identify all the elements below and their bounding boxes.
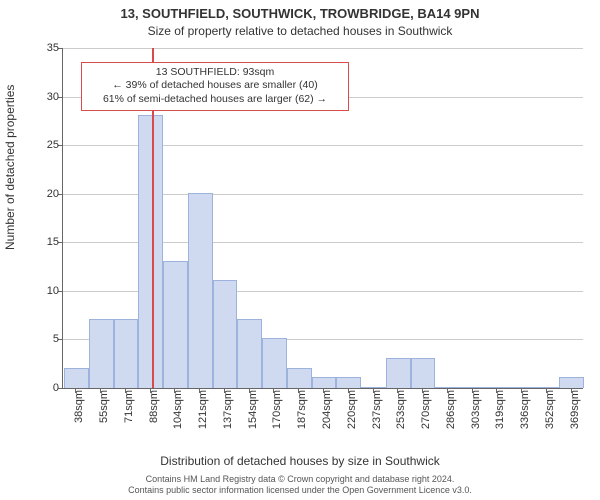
xtick-label: 270sqm <box>420 390 432 429</box>
xtick-label: 303sqm <box>470 390 482 429</box>
chart-title: 13, SOUTHFIELD, SOUTHWICK, TROWBRIDGE, B… <box>0 6 600 21</box>
histogram-bar <box>114 319 139 388</box>
histogram-bar <box>262 338 287 388</box>
xtick-label: 38sqm <box>73 390 85 423</box>
xtick-label: 137sqm <box>222 390 234 429</box>
histogram-bar <box>287 368 312 388</box>
histogram-bar <box>559 377 584 388</box>
histogram-bar <box>411 358 436 388</box>
histogram-bar <box>188 193 213 388</box>
histogram-bar <box>336 377 361 388</box>
footer-line2: Contains public sector information licen… <box>0 485 600 496</box>
xtick-label: 286sqm <box>445 390 457 429</box>
chart-subtitle: Size of property relative to detached ho… <box>0 24 600 38</box>
xtick-label: 220sqm <box>346 390 358 429</box>
xtick-label: 237sqm <box>371 390 383 429</box>
histogram-bar <box>138 115 163 388</box>
ytick-label: 10 <box>29 285 59 297</box>
footer-attribution: Contains HM Land Registry data © Crown c… <box>0 474 600 497</box>
gridline <box>63 48 583 49</box>
xtick-label: 204sqm <box>321 390 333 429</box>
ytick-label: 30 <box>29 91 59 103</box>
ytick-label: 35 <box>29 42 59 54</box>
y-axis-label: Number of detached properties <box>3 85 17 250</box>
annotation-line2: ← 39% of detached houses are smaller (40… <box>88 79 342 93</box>
annotation-line1: 13 SOUTHFIELD: 93sqm <box>88 66 342 80</box>
xtick-label: 170sqm <box>271 390 283 429</box>
ytick-label: 5 <box>29 333 59 345</box>
ytick-label: 25 <box>29 139 59 151</box>
ytick-label: 20 <box>29 188 59 200</box>
x-axis-label: Distribution of detached houses by size … <box>0 454 600 468</box>
xtick-label: 369sqm <box>569 390 581 429</box>
xtick-label: 336sqm <box>519 390 531 429</box>
histogram-bar <box>237 319 262 388</box>
histogram-bar <box>163 261 188 388</box>
xtick-label: 121sqm <box>197 390 209 429</box>
histogram-bar <box>386 358 411 388</box>
xtick-label: 88sqm <box>148 390 160 423</box>
histogram-bar <box>213 280 238 388</box>
xtick-label: 352sqm <box>544 390 556 429</box>
annotation-line3: 61% of semi-detached houses are larger (… <box>88 93 342 107</box>
footer-line1: Contains HM Land Registry data © Crown c… <box>0 474 600 485</box>
plot-area: 0510152025303538sqm55sqm71sqm88sqm104sqm… <box>62 48 583 389</box>
histogram-bar <box>89 319 114 388</box>
annotation-box: 13 SOUTHFIELD: 93sqm← 39% of detached ho… <box>81 62 349 111</box>
histogram-bar <box>312 377 337 388</box>
chart-container: 13, SOUTHFIELD, SOUTHWICK, TROWBRIDGE, B… <box>0 0 600 500</box>
xtick-label: 319sqm <box>494 390 506 429</box>
ytick-label: 15 <box>29 236 59 248</box>
ytick-label: 0 <box>29 382 59 394</box>
xtick-label: 104sqm <box>172 390 184 429</box>
xtick-label: 187sqm <box>296 390 308 429</box>
xtick-label: 253sqm <box>395 390 407 429</box>
xtick-label: 55sqm <box>98 390 110 423</box>
histogram-bar <box>64 368 89 388</box>
xtick-label: 154sqm <box>247 390 259 429</box>
xtick-label: 71sqm <box>123 390 135 423</box>
